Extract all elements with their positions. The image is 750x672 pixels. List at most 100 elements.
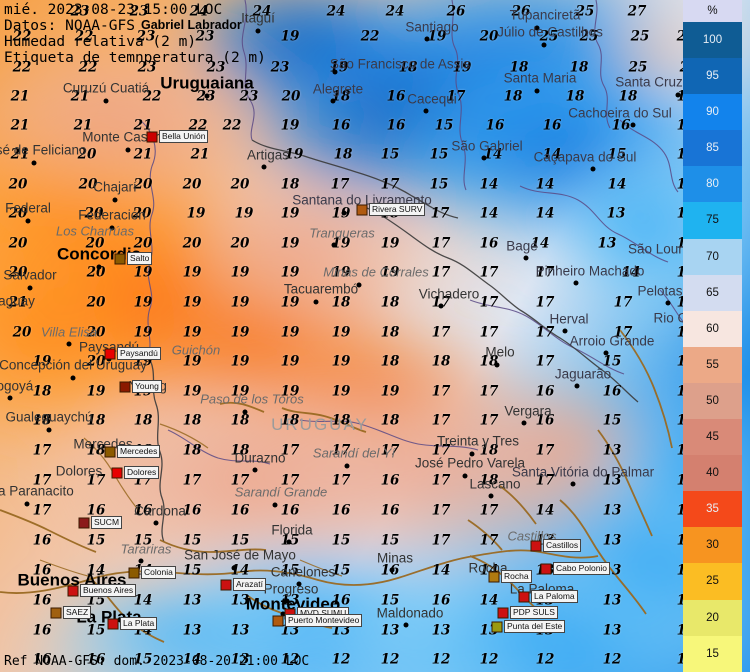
colorbar-tick-30: 30: [683, 527, 742, 564]
station-marker[interactable]: [107, 618, 119, 630]
city-dot-icon: [46, 427, 52, 433]
temperature-label: 21: [10, 88, 30, 105]
station-marker[interactable]: [104, 348, 116, 360]
station-label[interactable]: Arazatí: [233, 578, 266, 591]
temperature-label: 15: [331, 532, 351, 549]
city-dot-icon: [332, 69, 338, 75]
city-label: Cacequi: [407, 92, 457, 106]
station-marker[interactable]: [104, 446, 116, 458]
station-marker[interactable]: [50, 607, 62, 619]
temperature-label: 14: [542, 146, 562, 163]
temperature-label: 17: [479, 383, 499, 400]
city-name: Cardona: [134, 503, 186, 519]
temperature-label: 13: [230, 651, 250, 668]
station-label[interactable]: SUCM: [91, 516, 123, 529]
temperature-label: 12: [479, 651, 499, 668]
station-label[interactable]: Young: [132, 380, 162, 393]
temperature-label: 19: [133, 294, 153, 311]
station-marker[interactable]: [114, 253, 126, 265]
city-label: Federal: [5, 201, 51, 215]
station-marker[interactable]: [220, 579, 232, 591]
city-name: Melo: [485, 344, 515, 360]
temperature-label: 17: [446, 88, 466, 105]
temperature-label: 20: [86, 353, 106, 370]
city-name: Tranqueras: [309, 225, 375, 241]
station-label[interactable]: SAEZ: [63, 606, 92, 619]
city-label: José Pedro Varela: [415, 456, 525, 470]
city-label: Concepción del Uruguay: [0, 358, 147, 372]
station-label[interactable]: Rocha: [501, 570, 532, 583]
station-marker[interactable]: [518, 591, 530, 603]
temperature-label: 18: [618, 88, 638, 105]
city-name: Arroio Grande: [569, 333, 655, 349]
temperature-label: 17: [330, 176, 350, 193]
station-label[interactable]: La Plata: [120, 617, 158, 630]
temperature-label: 16: [602, 383, 622, 400]
country-label-uruguay: URUGUAY: [271, 415, 369, 434]
city-name: Júlio de Castilhos: [497, 24, 603, 40]
station-label[interactable]: Cabo Polonio: [553, 562, 611, 575]
station-label[interactable]: Dolores: [124, 466, 160, 479]
temperature-label: 21: [10, 117, 30, 134]
city-name: Concepción del Uruguay: [0, 357, 147, 373]
station-label[interactable]: Rivera SURV: [369, 203, 426, 216]
temperature-label: 20: [230, 235, 250, 252]
city-dot-icon: [488, 493, 494, 499]
station-label[interactable]: Colonia: [141, 566, 176, 579]
station-marker[interactable]: [497, 607, 509, 619]
station-marker[interactable]: [540, 563, 552, 575]
colorbar-unit-label: %: [683, 0, 742, 22]
humidity-colorbar[interactable]: % 10095908580757065605550454035302520151…: [683, 0, 742, 672]
station-marker[interactable]: [67, 585, 79, 597]
temperature-label: 17: [32, 502, 52, 519]
station-label[interactable]: PDP SULS: [510, 606, 558, 619]
city-name: Artigas: [246, 147, 290, 163]
temperature-label: 26: [511, 3, 531, 20]
temperature-label: 13: [230, 592, 250, 609]
header-datasource: Datos: NOAA-GFS: [4, 18, 135, 34]
temperature-label: 18: [479, 442, 499, 459]
station-label[interactable]: Buenos Aires: [80, 584, 137, 597]
temperature-label: 18: [32, 412, 52, 429]
city-name: Nogoyá: [0, 378, 34, 394]
temperature-label: 18: [182, 412, 202, 429]
station-marker[interactable]: [272, 615, 284, 627]
station-label[interactable]: Puerto Montevideo: [285, 614, 363, 627]
station-marker[interactable]: [128, 567, 140, 579]
station-marker[interactable]: [146, 131, 158, 143]
city-dot-icon: [573, 280, 579, 286]
temperature-label: 19: [380, 235, 400, 252]
city-dot-icon: [103, 98, 109, 104]
temperature-label: 15: [86, 532, 106, 549]
city-dot-icon: [541, 42, 547, 48]
station-label[interactable]: Bella Unión: [159, 130, 209, 143]
station-label[interactable]: Paysandú: [117, 347, 161, 360]
temperature-label: 16: [280, 502, 300, 519]
station-label[interactable]: Castillos: [543, 539, 582, 552]
city-label: Progreso: [264, 582, 319, 596]
station-label[interactable]: Mercedes: [117, 445, 161, 458]
station-marker[interactable]: [356, 204, 368, 216]
station-marker[interactable]: [488, 571, 500, 583]
station-marker[interactable]: [119, 381, 131, 393]
temperature-label: 19: [32, 353, 52, 370]
temperature-label: 18: [479, 472, 499, 489]
station-marker[interactable]: [111, 467, 123, 479]
city-dot-icon: [534, 88, 540, 94]
city-name: Vichadero: [418, 286, 480, 302]
city-label: Salvador: [3, 268, 56, 282]
city-dot-icon: [570, 481, 576, 487]
station-marker[interactable]: [78, 517, 90, 529]
city-label: Curuzú Cuatiá: [63, 81, 149, 95]
station-label[interactable]: Punta del Este: [504, 620, 566, 633]
temperature-label: 14: [535, 176, 555, 193]
temperature-label: 17: [479, 264, 499, 281]
station-label[interactable]: La Paloma: [531, 590, 578, 603]
city-dot-icon: [252, 467, 258, 473]
city-name: Los Charrúas: [55, 223, 135, 239]
station-marker[interactable]: [530, 540, 542, 552]
colorbar-tick-45: 45: [683, 419, 742, 456]
station-label[interactable]: Salto: [127, 252, 153, 265]
station-marker[interactable]: [491, 621, 503, 633]
